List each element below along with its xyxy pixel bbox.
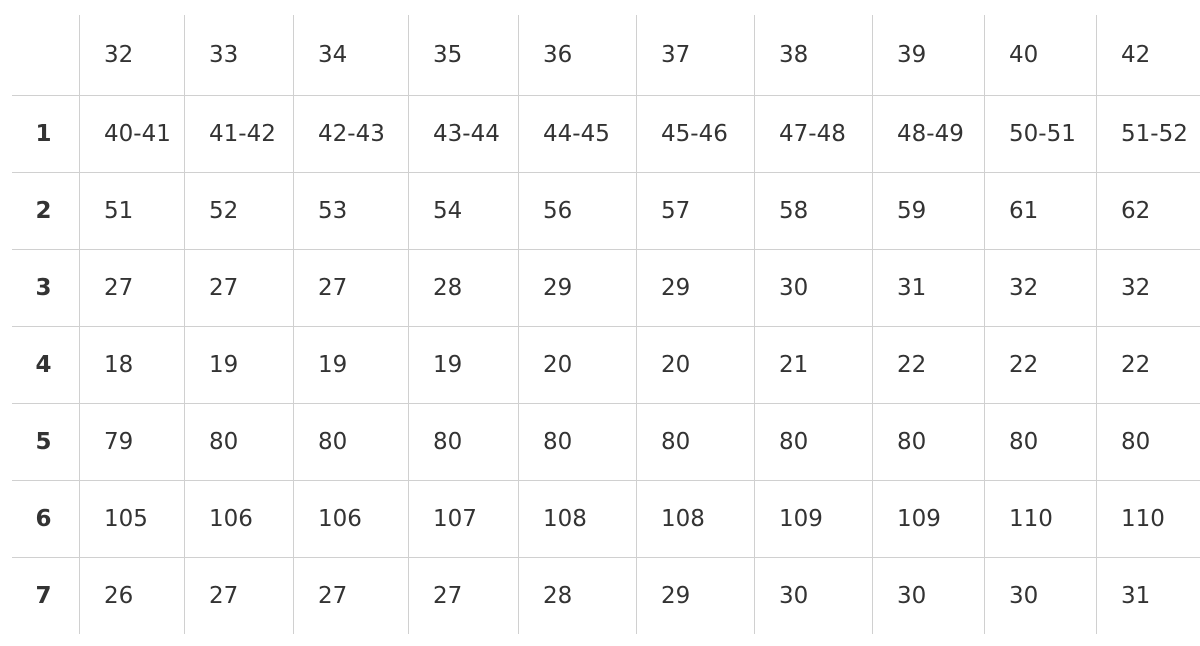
data-cell: 106 [184, 480, 293, 557]
data-cell: 47-48 [754, 95, 872, 172]
data-cell: 108 [518, 480, 636, 557]
data-cell: 45-46 [636, 95, 754, 172]
data-cell: 79 [79, 403, 184, 480]
data-cell: 30 [872, 557, 984, 634]
data-cell: 19 [408, 326, 518, 403]
row-label: 6 [12, 480, 79, 557]
data-cell: 80 [872, 403, 984, 480]
data-cell: 58 [754, 172, 872, 249]
data-cell: 29 [518, 249, 636, 326]
data-cell: 32 [1096, 249, 1200, 326]
data-cell: 80 [408, 403, 518, 480]
data-cell: 42-43 [293, 95, 408, 172]
data-cell: 109 [872, 480, 984, 557]
data-cell: 80 [1096, 403, 1200, 480]
data-cell: 27 [79, 249, 184, 326]
data-cell: 27 [293, 557, 408, 634]
row-label: 5 [12, 403, 79, 480]
data-cell: 41-42 [184, 95, 293, 172]
row-label: 2 [12, 172, 79, 249]
data-cell: 61 [984, 172, 1096, 249]
data-cell: 59 [872, 172, 984, 249]
corner-cell [12, 15, 79, 95]
header-cell: 42 [1096, 15, 1200, 95]
data-cell: 19 [184, 326, 293, 403]
data-cell: 28 [408, 249, 518, 326]
data-cell: 54 [408, 172, 518, 249]
data-cell: 27 [184, 249, 293, 326]
data-cell: 20 [636, 326, 754, 403]
data-cell: 80 [754, 403, 872, 480]
data-cell: 51 [79, 172, 184, 249]
header-cell: 34 [293, 15, 408, 95]
data-cell: 62 [1096, 172, 1200, 249]
header-cell: 37 [636, 15, 754, 95]
header-cell: 40 [984, 15, 1096, 95]
header-cell: 38 [754, 15, 872, 95]
data-cell: 18 [79, 326, 184, 403]
row-label: 7 [12, 557, 79, 634]
header-cell: 36 [518, 15, 636, 95]
data-cell: 21 [754, 326, 872, 403]
header-cell: 33 [184, 15, 293, 95]
data-cell: 52 [184, 172, 293, 249]
row-label: 1 [12, 95, 79, 172]
data-cell: 30 [754, 557, 872, 634]
data-cell: 107 [408, 480, 518, 557]
data-cell: 31 [1096, 557, 1200, 634]
data-cell: 30 [754, 249, 872, 326]
data-cell: 106 [293, 480, 408, 557]
data-cell: 29 [636, 249, 754, 326]
data-cell: 109 [754, 480, 872, 557]
data-cell: 27 [408, 557, 518, 634]
data-cell: 80 [984, 403, 1096, 480]
data-cell: 29 [636, 557, 754, 634]
data-cell: 40-41 [79, 95, 184, 172]
data-cell: 26 [79, 557, 184, 634]
data-cell: 32 [984, 249, 1096, 326]
data-cell: 28 [518, 557, 636, 634]
data-cell: 22 [1096, 326, 1200, 403]
data-cell: 51-52 [1096, 95, 1200, 172]
data-cell: 43-44 [408, 95, 518, 172]
row-label: 3 [12, 249, 79, 326]
data-cell: 31 [872, 249, 984, 326]
data-cell: 56 [518, 172, 636, 249]
data-cell: 22 [872, 326, 984, 403]
data-cell: 108 [636, 480, 754, 557]
data-cell: 22 [984, 326, 1096, 403]
data-cell: 30 [984, 557, 1096, 634]
data-cell: 80 [184, 403, 293, 480]
data-cell: 80 [636, 403, 754, 480]
header-cell: 35 [408, 15, 518, 95]
data-cell: 48-49 [872, 95, 984, 172]
data-cell: 19 [293, 326, 408, 403]
data-cell: 110 [1096, 480, 1200, 557]
header-cell: 39 [872, 15, 984, 95]
data-cell: 20 [518, 326, 636, 403]
data-cell: 105 [79, 480, 184, 557]
data-cell: 57 [636, 172, 754, 249]
data-cell: 27 [293, 249, 408, 326]
data-cell: 50-51 [984, 95, 1096, 172]
row-label: 4 [12, 326, 79, 403]
data-cell: 80 [518, 403, 636, 480]
data-cell: 53 [293, 172, 408, 249]
data-cell: 27 [184, 557, 293, 634]
header-cell: 32 [79, 15, 184, 95]
data-cell: 110 [984, 480, 1096, 557]
size-table: 32 33 34 35 36 37 38 39 40 42 1 40-41 41-42 42-43 43-4… [12, 15, 1200, 634]
data-cell: 44-45 [518, 95, 636, 172]
data-cell: 80 [293, 403, 408, 480]
